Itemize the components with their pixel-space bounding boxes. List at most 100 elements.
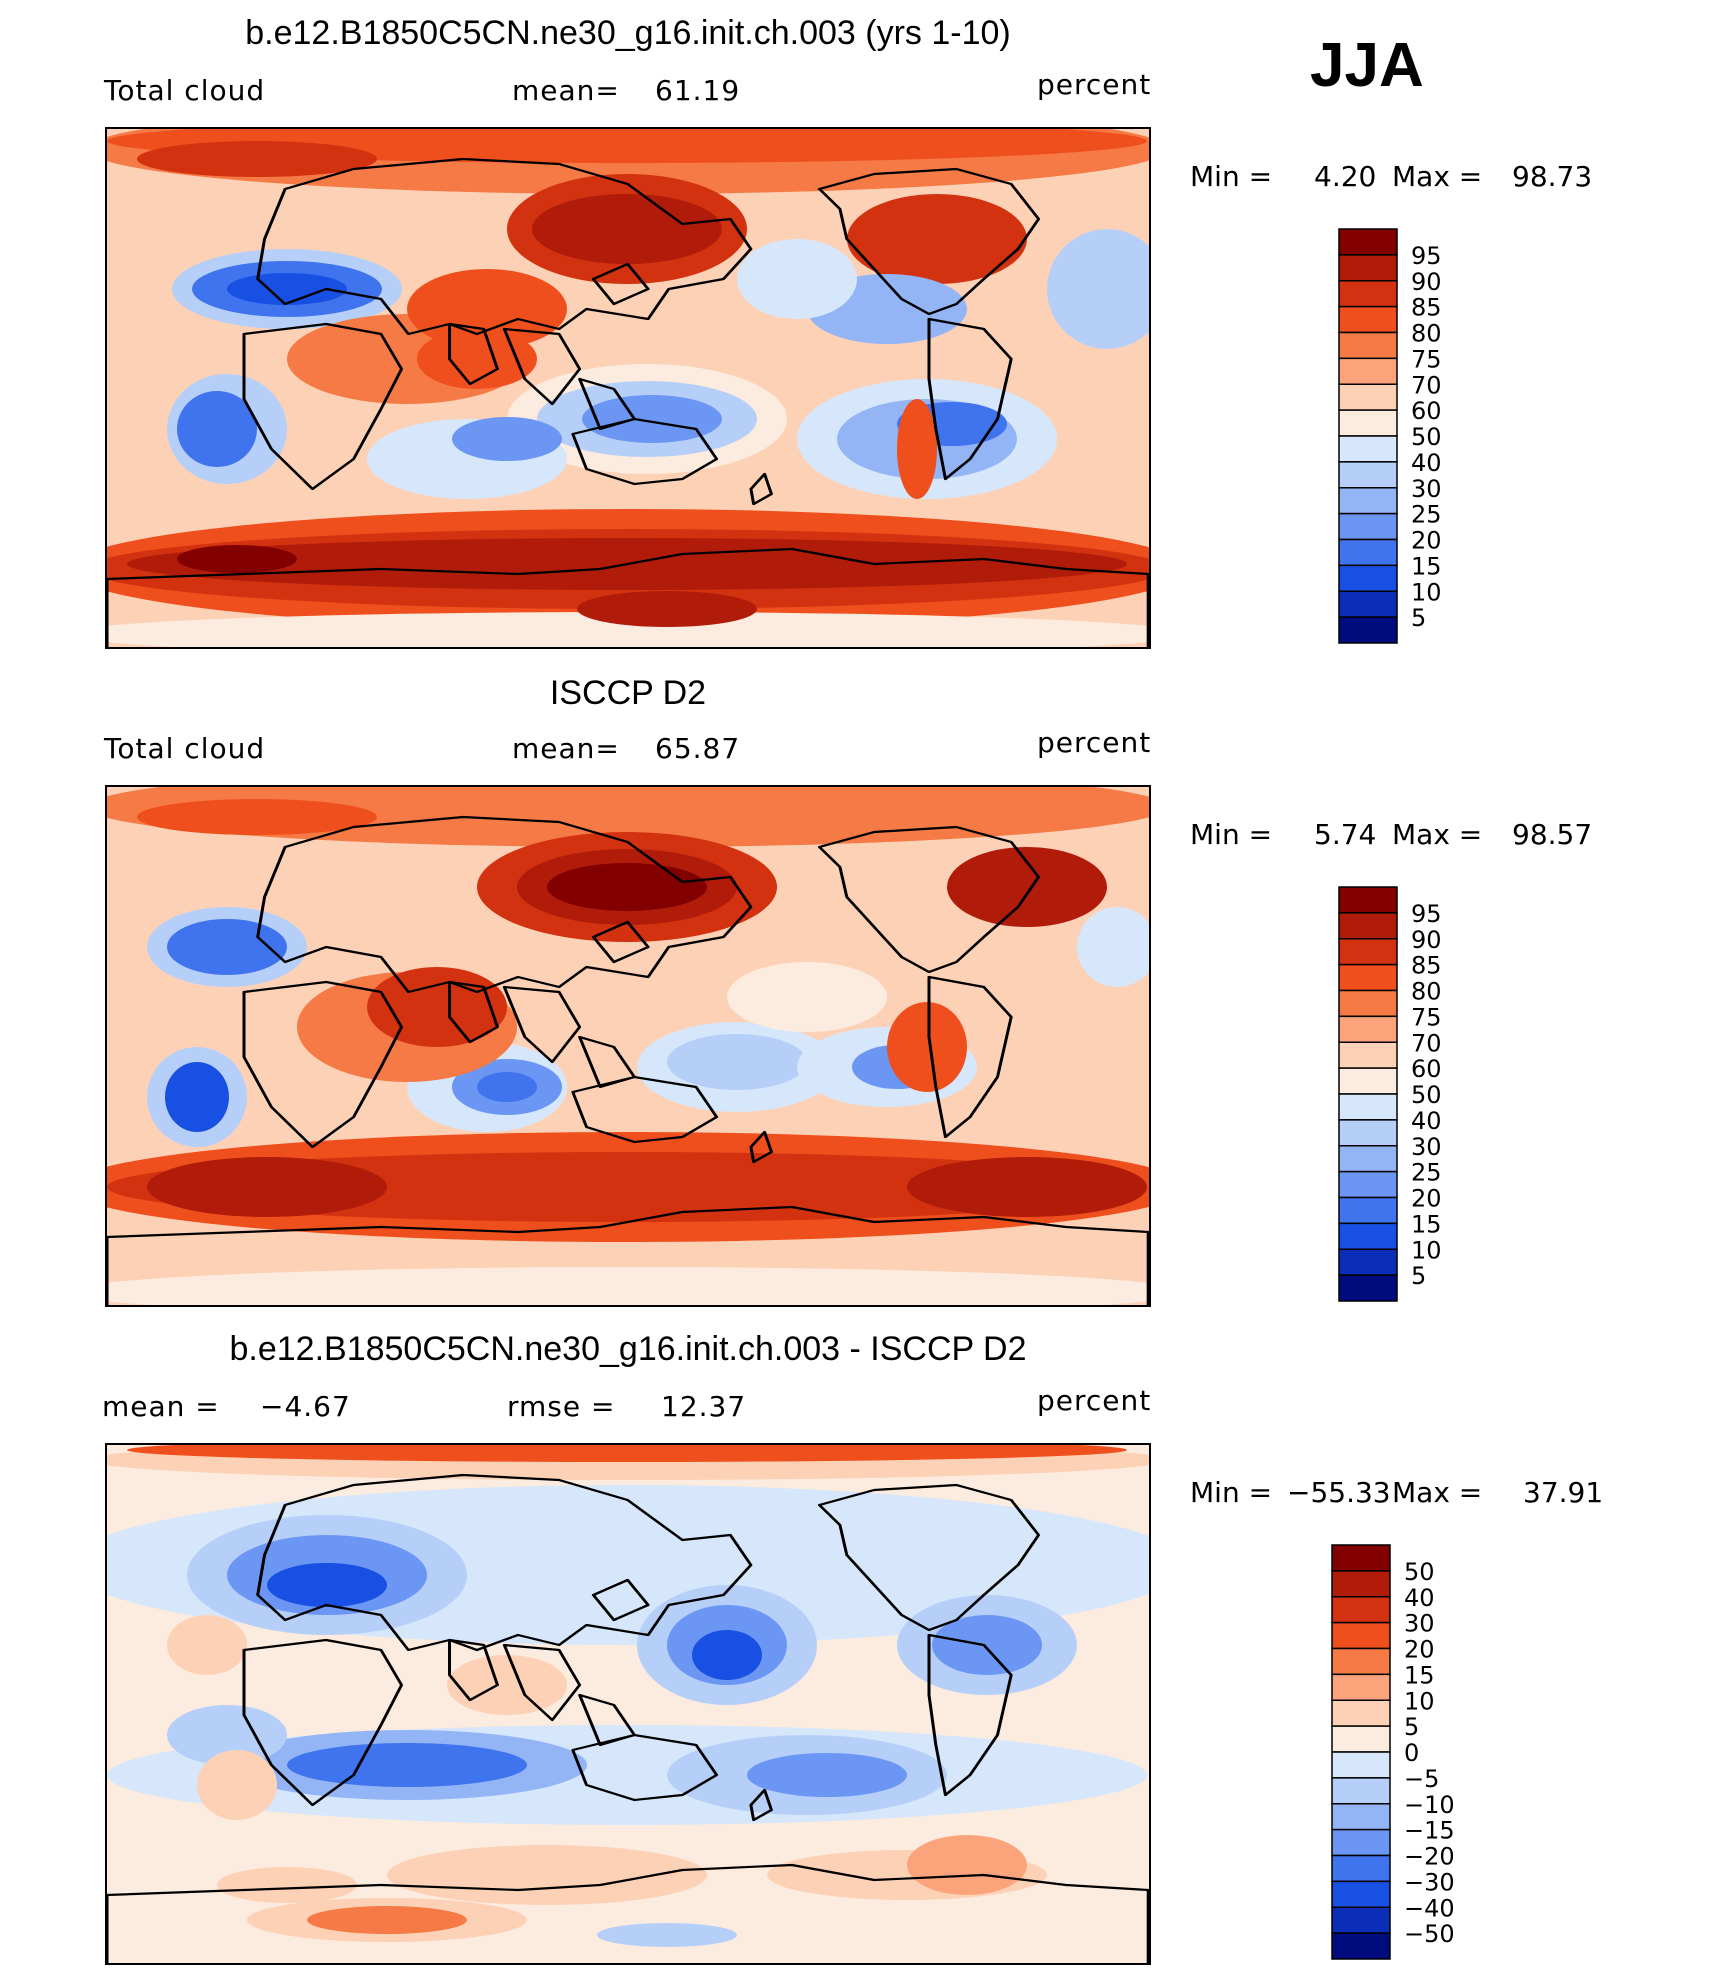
colorbar-swatch: [1338, 228, 1398, 256]
colorbar-tick-label: 20: [1404, 1636, 1435, 1664]
colorbar-tick-label: −10: [1404, 1791, 1455, 1819]
max-value: 98.73: [1512, 160, 1593, 193]
max-label: Max =: [1392, 160, 1483, 193]
colorbar-tick-label: 10: [1411, 1236, 1442, 1264]
colorbar-swatch: [1331, 1647, 1391, 1676]
min-label: Min =: [1190, 160, 1273, 193]
colorbar-swatch: [1338, 461, 1398, 489]
colorbar-swatch: [1331, 1621, 1391, 1650]
panel-title: b.e12.B1850C5CN.ne30_g16.init.ch.003 (yr…: [245, 14, 1011, 52]
panel-title: ISCCP D2: [549, 674, 707, 712]
colorbar-tick-label: 10: [1411, 578, 1442, 606]
colorbar-swatch: [1338, 1274, 1398, 1302]
colorbar-tick-label: −20: [1404, 1843, 1455, 1871]
colorbar-tick-label: −40: [1404, 1894, 1455, 1922]
mean-value: 65.87: [655, 732, 741, 765]
difference-map: [105, 1443, 1151, 1965]
cloud-map: [105, 127, 1151, 649]
colorbar: 50 40 30 20 15 10 5 0 −5 −10 −15 −20 −30 −40 −50: [1331, 1544, 1522, 1960]
colorbar-swatch: [1338, 357, 1398, 385]
colorbar-tick-label: 5: [1411, 604, 1426, 632]
rmse-value: 12.37: [661, 1390, 747, 1423]
model-panel: b.e12.B1850C5CN.ne30_g16.init.ch.003 (yr…: [0, 0, 1710, 650]
panel-title: b.e12.B1850C5CN.ne30_g16.init.ch.003 - I…: [229, 1330, 1027, 1368]
colorbar-swatch: [1338, 564, 1398, 592]
colorbar-tick-label: 60: [1411, 1055, 1442, 1083]
units-label: percent: [1037, 1384, 1152, 1417]
colorbar-tick-label: 25: [1411, 501, 1442, 529]
colorbar-tick-label: 85: [1411, 294, 1442, 322]
colorbar-tick-label: 40: [1411, 1107, 1442, 1135]
colorbar-tick-label: 80: [1411, 978, 1442, 1006]
colorbar-swatch: [1331, 1880, 1391, 1908]
colorbar-tick-label: 10: [1404, 1687, 1435, 1715]
colorbar-tick-label: 50: [1411, 1081, 1442, 1109]
colorbar-tick-label: −15: [1404, 1817, 1455, 1845]
colorbar: 95 90 85 80 75 70 60 50 40 30 25 20 15 10 5: [1338, 228, 1519, 644]
max-label: Max =: [1392, 818, 1483, 851]
colorbar-tick-label: 30: [1411, 475, 1442, 503]
colorbar-swatch: [1338, 590, 1398, 618]
colorbar-tick-label: 20: [1411, 527, 1442, 555]
colorbar-swatch: [1331, 1906, 1391, 1934]
max-value: 37.91: [1523, 1476, 1604, 1509]
colorbar-swatch: [1338, 1093, 1398, 1121]
season-label: JJA: [1310, 31, 1424, 100]
colorbar-swatch: [1338, 305, 1398, 334]
colorbar-swatch: [1331, 1932, 1391, 1960]
colorbar-swatch: [1338, 512, 1398, 541]
colorbar-swatch: [1331, 1777, 1391, 1805]
colorbar-tick-label: 30: [1411, 1133, 1442, 1161]
colorbar-tick-label: 25: [1411, 1159, 1442, 1187]
colorbar-swatch: [1338, 1041, 1398, 1069]
colorbar-swatch: [1338, 254, 1398, 282]
colorbar-tick-label: 90: [1411, 268, 1442, 296]
colorbar-tick-label: 70: [1411, 1029, 1442, 1057]
colorbar-swatch: [1338, 435, 1398, 463]
max-value: 98.57: [1512, 818, 1593, 851]
colorbar-tick-label: 15: [1411, 1210, 1442, 1238]
colorbar-tick-label: 70: [1411, 371, 1442, 399]
colorbar-tick-label: 90: [1411, 926, 1442, 954]
min-label: Min =: [1190, 818, 1273, 851]
colorbar-tick-label: 95: [1411, 242, 1442, 270]
colorbar-swatch: [1338, 1119, 1398, 1147]
variable-label: Total cloud: [104, 732, 266, 765]
cloud-map: [105, 785, 1151, 1307]
colorbar-tick-label: 75: [1411, 1003, 1442, 1031]
colorbar-swatch: [1338, 331, 1398, 360]
colorbar-tick-label: 60: [1411, 397, 1442, 425]
colorbar-tick-label: 50: [1411, 423, 1442, 451]
colorbar-tick-label: 0: [1404, 1739, 1419, 1767]
colorbar-swatch: [1331, 1570, 1391, 1598]
rmse-label: rmse =: [507, 1390, 616, 1423]
colorbar-tick-label: 95: [1411, 900, 1442, 928]
max-label: Max =: [1392, 1476, 1483, 1509]
colorbar: 95 90 85 80 75 70 60 50 40 30 25 20 15 10 5: [1338, 886, 1519, 1302]
colorbar-tick-label: 85: [1411, 952, 1442, 980]
colorbar-swatch: [1338, 1015, 1398, 1043]
colorbar-tick-label: 40: [1411, 449, 1442, 477]
colorbar-tick-label: 15: [1404, 1661, 1435, 1689]
variable-label: Total cloud: [104, 74, 266, 107]
colorbar-tick-label: 50: [1404, 1558, 1435, 1586]
min-value: −55.33: [1287, 1476, 1391, 1509]
colorbar-tick-label: 5: [1404, 1713, 1419, 1741]
colorbar-swatch: [1331, 1803, 1391, 1831]
colorbar-swatch: [1338, 1222, 1398, 1250]
colorbar-tick-label: 30: [1404, 1610, 1435, 1638]
colorbar-swatch: [1331, 1828, 1391, 1857]
mean-label: mean=: [512, 732, 620, 765]
units-label: percent: [1037, 726, 1152, 759]
obs-panel: ISCCP D2 Total cloud mean= 65.87 percent…: [0, 658, 1710, 1308]
colorbar-swatch: [1338, 280, 1398, 308]
colorbar-swatch: [1338, 1196, 1398, 1225]
colorbar-tick-label: 40: [1404, 1584, 1435, 1612]
colorbar-tick-label: −5: [1404, 1765, 1439, 1793]
difference-panel: b.e12.B1850C5CN.ne30_g16.init.ch.003 - I…: [0, 1316, 1710, 1966]
colorbar-swatch: [1338, 487, 1398, 515]
colorbar-tick-label: 15: [1411, 552, 1442, 580]
colorbar-swatch: [1338, 1145, 1398, 1173]
colorbar-swatch: [1338, 1067, 1398, 1095]
colorbar-swatch: [1331, 1751, 1391, 1779]
